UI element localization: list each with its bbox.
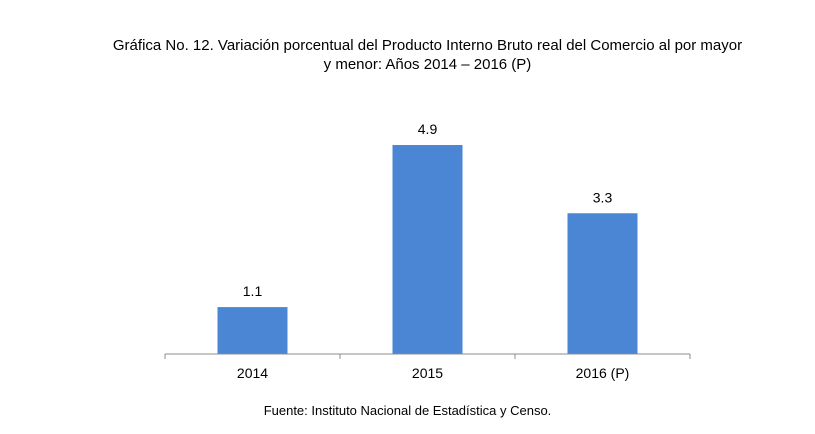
- x-tick-label-1: 2014: [237, 365, 268, 381]
- x-axis: [164, 353, 691, 359]
- x-tick-label-2: 2015: [412, 365, 443, 381]
- chart-title-line-2: y menor: Años 2014 – 2016 (P): [323, 56, 532, 73]
- bars-group: [217, 145, 638, 354]
- labels-group: 1.1 2014 4.9 2015 3.3 2016 (P): [237, 121, 629, 381]
- x-tick-label-3: 2016 (P): [576, 365, 630, 381]
- bar-2: [392, 145, 463, 354]
- chart-source-note: Fuente: Instituto Nacional de Estadístic…: [263, 403, 552, 418]
- bar-value-label-1: 1.1: [243, 283, 263, 299]
- bar-1: [217, 307, 288, 354]
- bar-value-label-2: 4.9: [418, 121, 438, 137]
- bar-3: [567, 213, 638, 354]
- chart-title-line-1: Gráfica No. 12. Variación porcentual del…: [112, 37, 743, 54]
- bar-value-label-3: 3.3: [593, 189, 613, 205]
